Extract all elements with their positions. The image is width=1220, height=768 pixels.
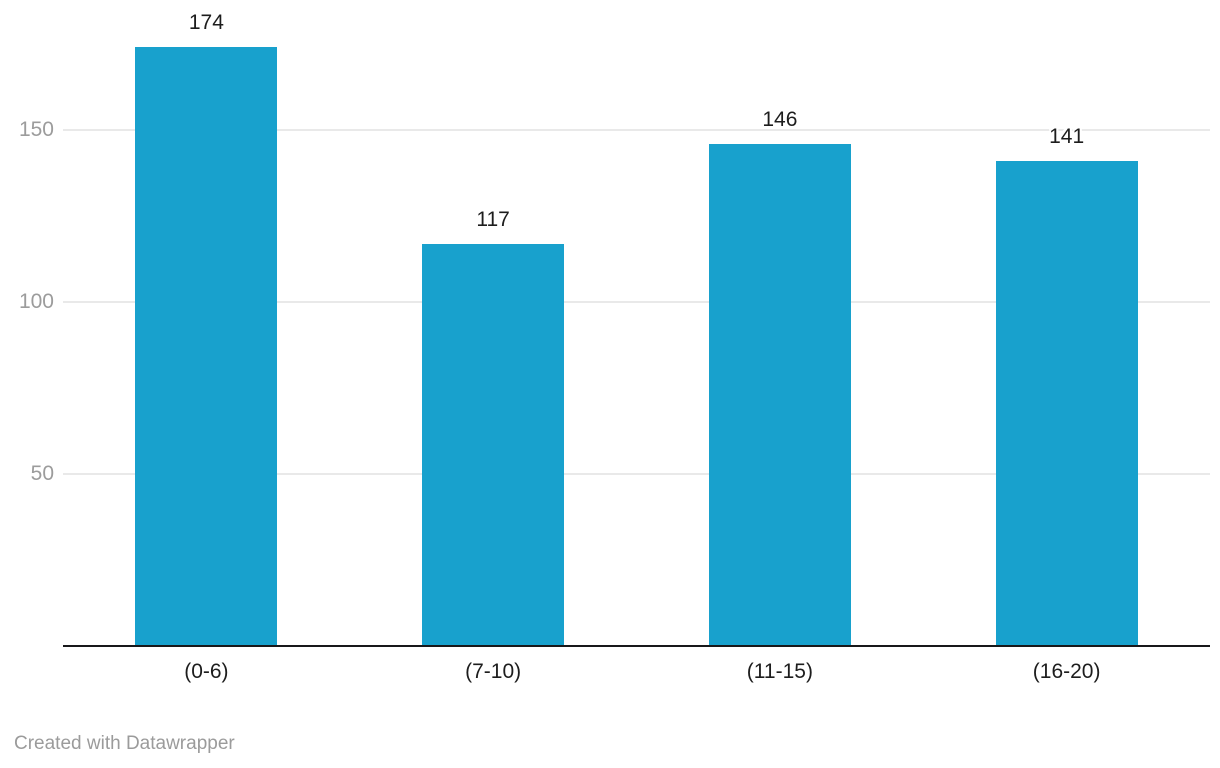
bar-(11-15) [708, 143, 851, 646]
x-axis-category-label: (7-10) [465, 660, 522, 683]
value-label: 174 [188, 11, 224, 35]
y-tick-label: 100 [18, 290, 54, 313]
gridline-150 [63, 129, 1210, 131]
value-label: 141 [1049, 124, 1085, 148]
bar-(16-20) [995, 160, 1138, 646]
gridline-100 [63, 301, 1210, 303]
bar-(7-10) [422, 243, 565, 646]
value-label: 146 [762, 107, 798, 131]
x-axis-category-label: (0-6) [184, 660, 229, 683]
y-tick-label: 50 [30, 462, 54, 485]
x-axis-category-label: (11-15) [746, 660, 813, 683]
x-axis-category-label: (16-20) [1032, 660, 1101, 683]
value-label: 117 [476, 207, 510, 231]
bar-(0-6) [135, 47, 278, 646]
gridline-50 [63, 473, 1210, 475]
y-tick-label: 150 [18, 118, 54, 141]
x-axis-line [63, 645, 1210, 647]
attribution-text: Created with Datawrapper [14, 733, 235, 754]
